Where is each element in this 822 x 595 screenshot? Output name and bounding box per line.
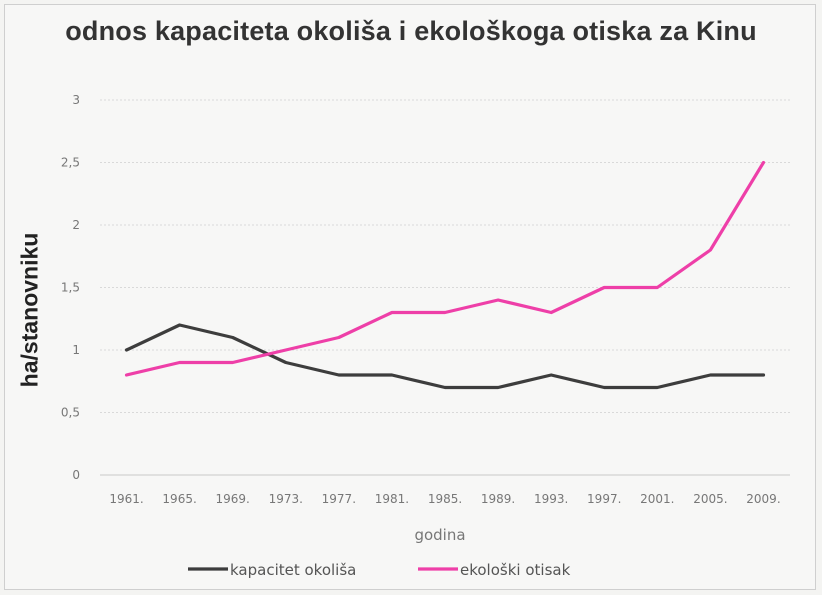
- x-tick-label: 2005.: [693, 492, 727, 506]
- series-line-ekoloski-otisak: [124, 160, 766, 377]
- y-tick-label: 2: [72, 218, 80, 232]
- y-tick-label: 0: [72, 468, 80, 482]
- x-tick-label: 1973.: [269, 492, 303, 506]
- y-tick-label: 1: [72, 343, 80, 357]
- x-tick-label: 1997.: [587, 492, 621, 506]
- series-line-kapacitet-okolisa: [124, 323, 766, 390]
- x-tick-label: 2001.: [640, 492, 674, 506]
- chart-frame: [4, 4, 816, 590]
- x-tick-label: 1961.: [109, 492, 143, 506]
- x-tick-label: 1985.: [428, 492, 462, 506]
- x-axis-ticks: 1961. 1965. 1969. 1973. 1977. 1981. 1985. 1989.…: [109, 492, 780, 506]
- y-tick-label: 2,5: [61, 156, 80, 170]
- x-axis-label: godina: [414, 526, 465, 544]
- x-tick-label: 2009.: [746, 492, 780, 506]
- y-tick-label: 3: [72, 93, 80, 107]
- x-tick-label: 1989.: [481, 492, 515, 506]
- x-tick-label: 1993.: [534, 492, 568, 506]
- legend-label: ekološki otisak: [460, 561, 571, 579]
- legend: kapacitet okoliša ekološki otisak: [188, 561, 571, 579]
- series-lines: [124, 160, 766, 390]
- y-tick-label: 0,5: [61, 406, 80, 420]
- x-tick-label: 1965.: [162, 492, 196, 506]
- legend-label: kapacitet okoliša: [230, 561, 356, 579]
- x-tick-label: 1981.: [375, 492, 409, 506]
- y-axis-ticks: 0 0,5 1 1,5 2 2,5 3: [61, 93, 80, 482]
- x-tick-label: 1969.: [216, 492, 250, 506]
- x-tick-label: 1977.: [322, 492, 356, 506]
- chart-title: odnos kapaciteta okoliša i ekološkoga ot…: [65, 16, 757, 46]
- gridlines: [100, 99, 790, 476]
- y-tick-label: 1,5: [61, 281, 80, 295]
